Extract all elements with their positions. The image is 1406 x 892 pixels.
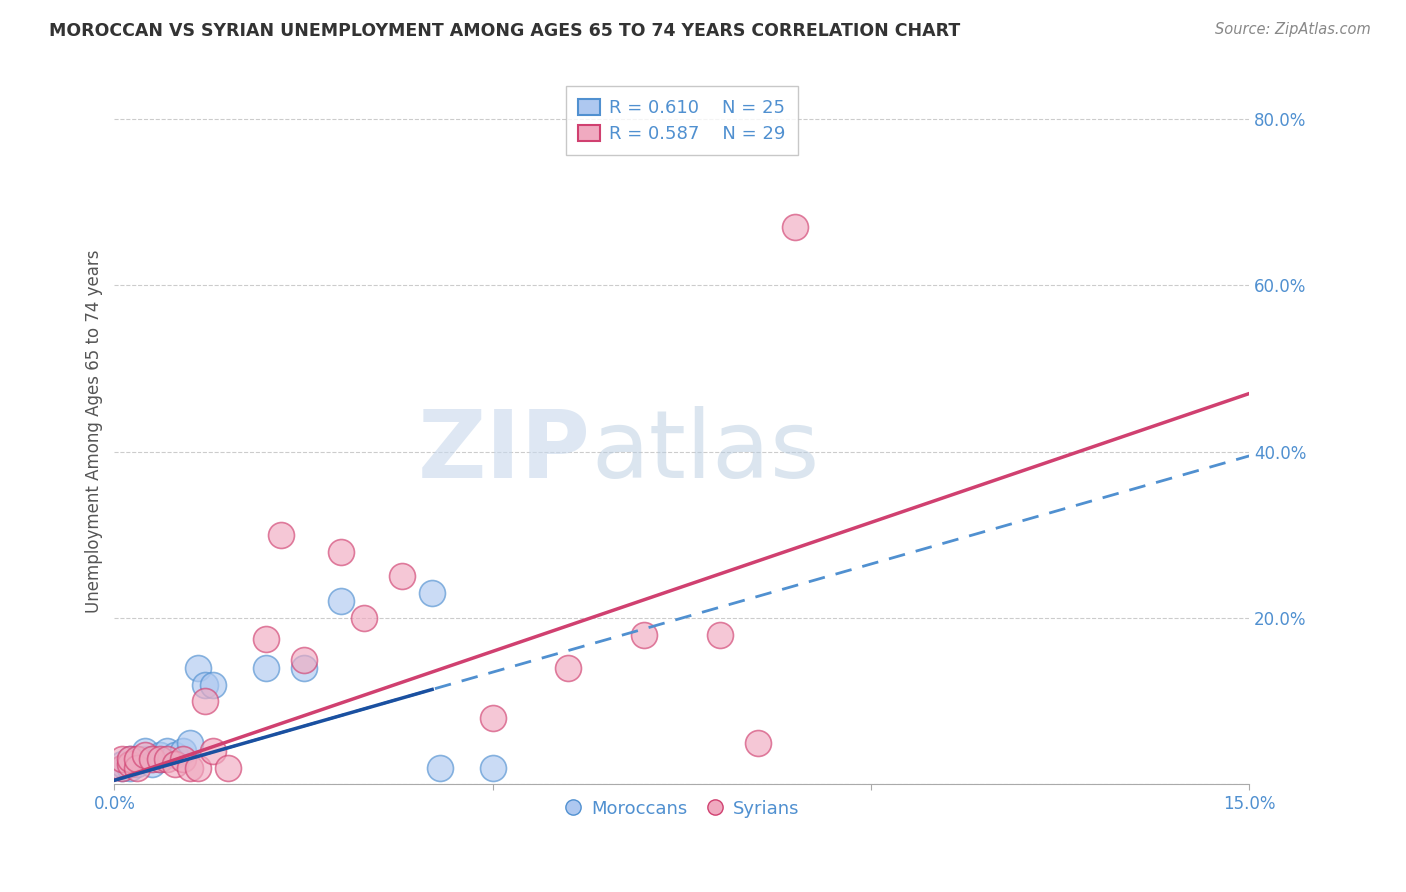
- Point: [201, 744, 224, 758]
- Point: [217, 761, 239, 775]
- Point: [330, 594, 353, 608]
- Point: [353, 611, 375, 625]
- Point: [557, 661, 579, 675]
- Text: MOROCCAN VS SYRIAN UNEMPLOYMENT AMONG AGES 65 TO 74 YEARS CORRELATION CHART: MOROCCAN VS SYRIAN UNEMPLOYMENT AMONG AG…: [49, 22, 960, 40]
- Point: [330, 544, 353, 558]
- Point: [149, 752, 172, 766]
- Point: [254, 632, 277, 646]
- Point: [134, 744, 156, 758]
- Point: [163, 756, 186, 771]
- Legend: Moroccans, Syrians: Moroccans, Syrians: [557, 792, 807, 825]
- Point: [201, 678, 224, 692]
- Point: [134, 752, 156, 766]
- Point: [111, 761, 134, 775]
- Point: [118, 752, 141, 766]
- Point: [785, 220, 807, 235]
- Point: [163, 748, 186, 763]
- Point: [127, 761, 149, 775]
- Point: [149, 752, 172, 766]
- Point: [429, 761, 451, 775]
- Text: ZIP: ZIP: [418, 406, 591, 498]
- Point: [747, 736, 769, 750]
- Point: [141, 756, 163, 771]
- Point: [254, 661, 277, 675]
- Point: [709, 628, 731, 642]
- Point: [420, 586, 443, 600]
- Point: [118, 761, 141, 775]
- Point: [149, 748, 172, 763]
- Point: [172, 744, 194, 758]
- Point: [134, 748, 156, 763]
- Point: [179, 736, 201, 750]
- Text: atlas: atlas: [591, 406, 820, 498]
- Point: [179, 761, 201, 775]
- Point: [141, 752, 163, 766]
- Point: [187, 761, 209, 775]
- Point: [292, 661, 315, 675]
- Point: [481, 761, 503, 775]
- Point: [172, 752, 194, 766]
- Point: [127, 752, 149, 766]
- Point: [292, 653, 315, 667]
- Point: [111, 756, 134, 771]
- Point: [156, 744, 179, 758]
- Point: [481, 711, 503, 725]
- Y-axis label: Unemployment Among Ages 65 to 74 years: Unemployment Among Ages 65 to 74 years: [86, 249, 103, 613]
- Point: [270, 528, 292, 542]
- Point: [111, 752, 134, 766]
- Point: [156, 752, 179, 766]
- Point: [127, 752, 149, 766]
- Point: [141, 752, 163, 766]
- Point: [391, 569, 413, 583]
- Point: [187, 661, 209, 675]
- Point: [127, 756, 149, 771]
- Text: Source: ZipAtlas.com: Source: ZipAtlas.com: [1215, 22, 1371, 37]
- Point: [118, 752, 141, 766]
- Point: [194, 694, 217, 708]
- Point: [633, 628, 655, 642]
- Point: [194, 678, 217, 692]
- Point: [111, 761, 134, 775]
- Point: [118, 756, 141, 771]
